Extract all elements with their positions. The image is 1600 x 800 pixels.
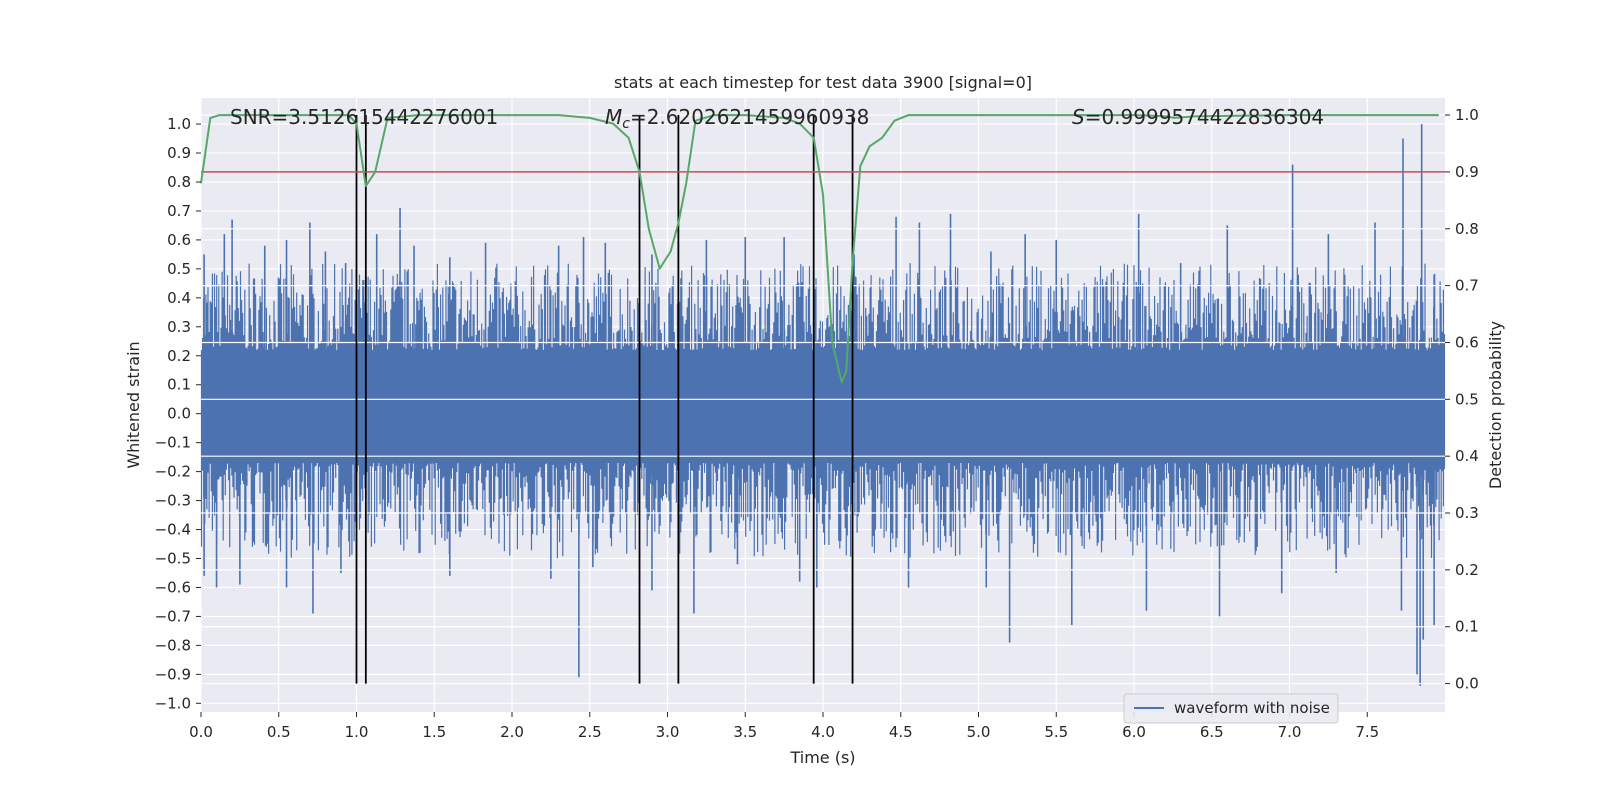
detection-probability-line	[200, 114, 1439, 384]
waveform-series	[200, 124, 1446, 686]
y-tick-label-left: −0.1	[155, 434, 191, 452]
score-annotation: S=0.9999574422836304	[1072, 105, 1324, 129]
snr-annotation: SNR=3.512615442276001	[230, 105, 498, 129]
legend: waveform with noise	[1123, 693, 1339, 724]
x-tick-label: 1.5	[422, 723, 446, 741]
waveform-noise	[200, 263, 1446, 559]
detection-probability-series	[200, 114, 1445, 384]
x-tick-label: 3.0	[656, 723, 680, 741]
x-tick-label: 4.0	[811, 723, 835, 741]
y-tick-label-left: −0.2	[155, 463, 191, 481]
y-tick-label-left: −0.6	[155, 578, 191, 596]
x-tick-label: 5.5	[1044, 723, 1068, 741]
x-tick-label: 0.5	[267, 723, 291, 741]
chart-title: stats at each timestep for test data 390…	[614, 73, 1032, 92]
legend-label: waveform with noise	[1174, 699, 1330, 717]
y-tick-label-left: 0.0	[167, 405, 191, 423]
event-markers	[355, 115, 854, 684]
y-tick-label-left: −0.4	[155, 521, 191, 539]
x-tick-label: 6.0	[1122, 723, 1146, 741]
y-tick-label-right: 0.4	[1455, 447, 1479, 465]
x-tick-label: 2.5	[578, 723, 602, 741]
chirp-mass-symbol: M	[605, 105, 622, 129]
y-tick-label-right: 0.3	[1455, 504, 1479, 522]
y-tick-label-right: 1.0	[1455, 106, 1479, 124]
x-tick-label: 1.0	[345, 723, 369, 741]
y-tick-label-right: 0.2	[1455, 561, 1479, 579]
x-tick-label: 0.0	[189, 723, 213, 741]
axis-ticks: 0.0 0.5 1.0 1.5 2.0 2.5 3.0 3.5 4.0 4.5 5.0 5.5 6.0 6…	[155, 106, 1479, 741]
y-axis-label-left: Whitened strain	[124, 341, 143, 468]
x-axis-label: Time (s)	[789, 748, 855, 767]
chirp-mass-annotation: Mc=2.6202621459960938	[605, 105, 869, 132]
x-tick-label: 3.5	[733, 723, 757, 741]
y-tick-label-left: 0.3	[167, 318, 191, 336]
y-tick-label-right: 0.1	[1455, 618, 1479, 636]
y-tick-label-right: 0.7	[1455, 277, 1479, 295]
x-tick-label: 7.5	[1355, 723, 1379, 741]
y-tick-label-left: 0.9	[167, 144, 191, 162]
y-tick-label-left: 0.1	[167, 376, 191, 394]
chirp-mass-value: =2.6202621459960938	[630, 105, 869, 129]
y-tick-label-left: 0.7	[167, 202, 191, 220]
x-tick-label: 7.0	[1278, 723, 1302, 741]
y-tick-label-left: −0.9	[155, 665, 191, 683]
y-axis-label-right: Detection probability	[1486, 321, 1505, 489]
legend-box	[1123, 693, 1339, 724]
x-tick-label: 6.5	[1200, 723, 1224, 741]
y-tick-label-right: 0.9	[1455, 163, 1479, 181]
y-tick-label-right: 0.0	[1455, 675, 1479, 693]
y-tick-label-right: 0.6	[1455, 333, 1479, 351]
y-tick-label-left: −0.3	[155, 492, 191, 510]
chirp-mass-subscript: c	[622, 116, 630, 132]
y-tick-label-left: 0.2	[167, 347, 191, 365]
y-tick-label-left: 0.5	[167, 260, 191, 278]
score-symbol: S	[1072, 105, 1085, 129]
y-tick-label-left: 0.6	[167, 231, 191, 249]
y-tick-label-left: 0.4	[167, 289, 191, 307]
y-tick-label-left: −0.5	[155, 550, 191, 568]
x-tick-label: 5.0	[967, 723, 991, 741]
y-tick-label-right: 0.5	[1455, 390, 1479, 408]
score-value: =0.9999574422836304	[1085, 105, 1324, 129]
y-tick-label-left: −1.0	[155, 694, 191, 712]
y-tick-label-left: −0.7	[155, 607, 191, 625]
y-tick-label-left: 1.0	[167, 115, 191, 133]
x-tick-label: 4.5	[889, 723, 913, 741]
x-tick-label: 2.0	[500, 723, 524, 741]
y-tick-label-right: 0.8	[1455, 220, 1479, 238]
y-tick-label-left: −0.8	[155, 636, 191, 654]
y-tick-label-left: 0.8	[167, 173, 191, 191]
